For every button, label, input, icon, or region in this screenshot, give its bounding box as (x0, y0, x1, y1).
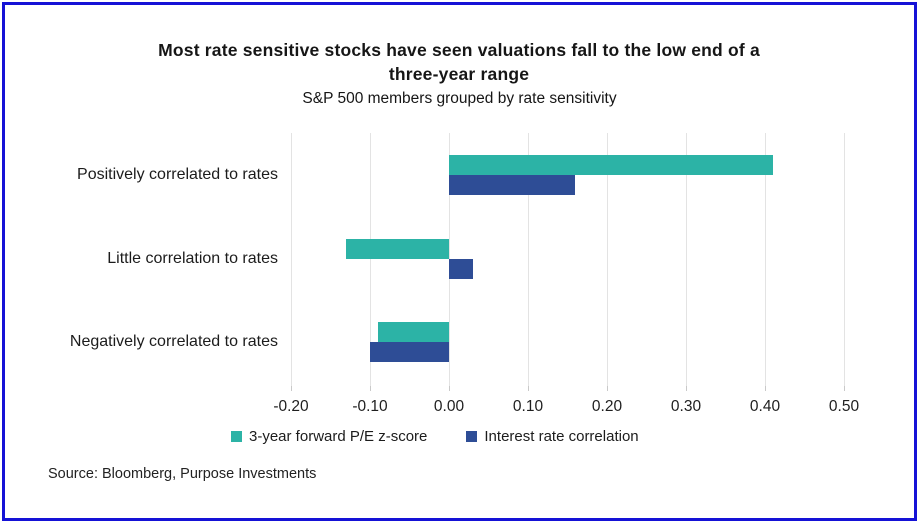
category-label-0: Positively correlated to rates (77, 166, 278, 183)
tick-mark-x-0.30 (686, 386, 687, 391)
tick-mark-x--0.10 (370, 386, 371, 391)
gridline-x-0.50 (844, 133, 845, 386)
tick-mark-x-0.40 (765, 386, 766, 391)
gridline-x-0.20 (607, 133, 608, 386)
legend-label: Interest rate correlation (484, 428, 639, 445)
bar-3-year-forward-p-e-z-score-cat1 (346, 239, 449, 259)
bar-interest-rate-correlation-cat2 (370, 342, 449, 362)
bar-interest-rate-correlation-cat0 (449, 175, 576, 195)
category-label-2: Negatively correlated to rates (69, 333, 278, 350)
legend-swatch-icon (231, 431, 242, 442)
gridline-x-0.40 (765, 133, 766, 386)
tick-label-x-0.10: 0.10 (512, 398, 544, 415)
tick-label-x-0.50: 0.50 (828, 398, 860, 415)
legend: 3-year forward P/E z-score Interest rate … (231, 428, 639, 445)
source-note: Source: Bloomberg, Purpose Investments (48, 466, 317, 482)
bar-interest-rate-correlation-cat1 (449, 259, 473, 279)
tick-label-x--0.20: -0.20 (273, 398, 309, 415)
tick-label-x-0.40: 0.40 (749, 398, 781, 415)
tick-mark-x-0.50 (844, 386, 845, 391)
legend-swatch-icon (466, 431, 478, 442)
gridline-x-0.10 (528, 133, 529, 386)
legend-item-1: Interest rate correlation (466, 428, 639, 445)
bar-3-year-forward-p-e-z-score-cat0 (449, 155, 773, 175)
tick-mark-x-0.20 (607, 386, 608, 391)
category-label-1: Little correlation to rates (107, 250, 278, 267)
tick-label-x-0.30: 0.30 (670, 398, 702, 415)
tick-mark-x-0.10 (528, 386, 529, 391)
chart-subtitle: S&P 500 members grouped by rate sensitiv… (302, 90, 617, 107)
gridline-x--0.10 (370, 133, 371, 386)
gridline-x--0.20 (291, 133, 292, 386)
tick-mark-x--0.20 (291, 386, 292, 391)
legend-label: 3-year forward P/E z-score (249, 428, 428, 445)
gridline-x-0.30 (686, 133, 687, 386)
tick-label-x-0.20: 0.20 (591, 398, 623, 415)
chart-title: Most rate sensitive stocks have seen val… (158, 40, 760, 84)
tick-mark-x-0.00 (449, 386, 450, 391)
legend-item-0: 3-year forward P/E z-score (231, 428, 427, 445)
bar-3-year-forward-p-e-z-score-cat2 (377, 322, 449, 342)
tick-label-x--0.10: -0.10 (352, 398, 388, 415)
tick-label-x-0.00: 0.00 (433, 398, 465, 415)
